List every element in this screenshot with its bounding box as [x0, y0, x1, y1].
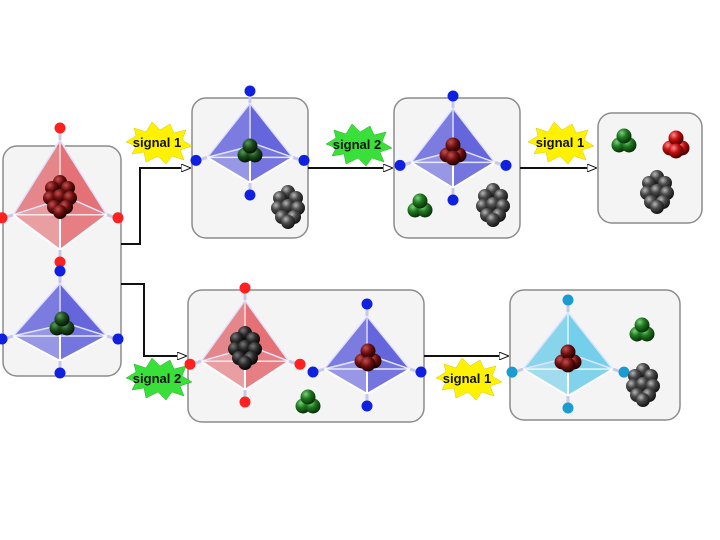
guest-sphere	[360, 356, 376, 372]
free-red-guest-top-step3	[662, 130, 690, 159]
guest-sphere	[238, 356, 252, 370]
cage-vertex-node	[54, 256, 66, 268]
red-cage-guest-bottom-step1	[228, 326, 262, 370]
cage-vertex-node	[307, 366, 319, 378]
cage-vertex-node	[190, 154, 202, 166]
guest-sphere	[445, 137, 461, 153]
cage-vertex-node	[54, 122, 66, 134]
guest-sphere	[281, 215, 295, 229]
blue-cage-bottom-step1	[307, 298, 427, 412]
signal-burst-bottom-2: signal 2	[125, 357, 193, 401]
guest-sphere	[445, 150, 461, 166]
cage-vertex-node	[447, 194, 459, 206]
cage-vertex-node	[415, 366, 427, 378]
cage-vertex-node	[361, 298, 373, 310]
guest-sphere	[636, 393, 650, 407]
free-gray-guest-top-step2	[476, 183, 510, 227]
cage-vertex-node	[361, 400, 373, 412]
burst-star-yellow	[435, 357, 503, 401]
signal-label: signal 1	[443, 371, 491, 386]
cage-vertex-node	[239, 396, 251, 408]
cage-vertex-node	[562, 294, 574, 306]
signal-burst-top-2: signal 2	[325, 123, 393, 167]
burst-star-green	[125, 357, 193, 401]
blue-cage-top-step2	[394, 90, 512, 206]
blue-cage-guest-bottom-step1	[354, 343, 382, 372]
guest-sphere	[668, 143, 684, 159]
cage-vertex-node	[394, 159, 406, 171]
signal-burst-top-1: signal 1	[125, 121, 193, 165]
free-green-guest-bottom-step1	[295, 389, 321, 414]
guest-sphere	[360, 343, 376, 359]
free-gray-guest-bottom-step2	[626, 363, 660, 407]
blue-cage-initial	[0, 265, 124, 379]
guest-sphere	[242, 138, 258, 154]
signal-label: signal 1	[536, 135, 584, 150]
cage-vertex-node	[506, 366, 518, 378]
red-cage-guest-initial	[43, 175, 77, 219]
burst-star-yellow	[527, 121, 595, 165]
guest-sphere	[54, 311, 70, 327]
cage-vertex-node	[54, 367, 66, 379]
cage-vertex-node	[500, 159, 512, 171]
free-gray-guest-top-step1	[271, 185, 305, 229]
red-cage-initial	[0, 122, 124, 268]
cage-vertex-node	[447, 90, 459, 102]
signal-burst-top-3: signal 1	[527, 121, 595, 165]
signal-label: signal 2	[333, 137, 381, 152]
cage-vertex-node	[0, 212, 8, 224]
blue-cage-guest-top-step1	[237, 138, 263, 163]
guest-sphere	[668, 130, 684, 146]
blue-cage-guest-initial	[49, 311, 75, 336]
signal-label: signal 1	[133, 135, 181, 150]
guest-sphere	[616, 128, 632, 144]
burst-star-green	[325, 123, 393, 167]
guest-sphere	[486, 213, 500, 227]
cage-vertex-node	[244, 85, 256, 97]
free-green-guest-top-step2	[407, 193, 433, 218]
cage-vertex-node	[239, 282, 251, 294]
guest-sphere	[634, 317, 650, 333]
free-gray-guest-top-step3	[640, 170, 674, 214]
cage-vertex-node	[294, 358, 306, 370]
cage-vertex-node	[562, 402, 574, 414]
blue-cage-guest-top-step2	[439, 137, 467, 166]
cage-vertex-node	[618, 366, 630, 378]
guest-sphere	[650, 200, 664, 214]
cage-vertex-node	[54, 265, 66, 277]
cage-vertex-node	[244, 189, 256, 201]
cage-vertex-node	[112, 212, 124, 224]
guest-sphere	[560, 344, 576, 360]
free-green-guest-bottom-step2	[629, 317, 655, 342]
signal-burst-bottom-1: signal 1	[435, 357, 503, 401]
guest-sphere	[560, 357, 576, 373]
free-green-guest-top-step3	[611, 128, 637, 153]
burst-star-yellow	[125, 121, 193, 165]
cage-vertex-node	[112, 333, 124, 345]
guest-sphere	[412, 193, 428, 209]
arrow-to-bottom-step1	[121, 283, 186, 356]
arrow-to-top-step1	[121, 168, 190, 245]
cage-vertex-node	[0, 333, 8, 345]
guest-sphere	[53, 205, 67, 219]
cyan-cage-guest-bottom-step2	[554, 344, 582, 373]
cage-vertex-node	[184, 358, 196, 370]
guest-sphere	[300, 389, 316, 405]
signal-label: signal 2	[133, 371, 181, 386]
cage-vertex-node	[298, 154, 310, 166]
